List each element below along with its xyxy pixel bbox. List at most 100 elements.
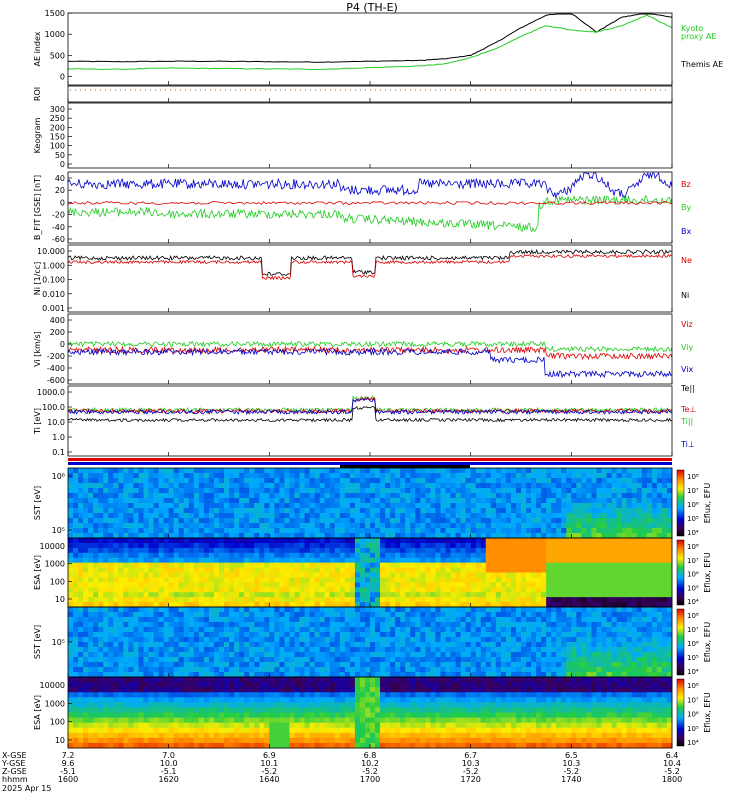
heatmap-cell [229,597,234,602]
heatmap-cell [400,518,405,523]
heatmap-cell [456,642,461,647]
heatmap-cell [501,548,506,553]
heatmap-cell [244,563,249,568]
heatmap-cell [607,662,612,667]
heatmap-cell [501,662,506,667]
heatmap-cell [667,543,672,548]
heatmap-cell [204,627,209,632]
heatmap-cell [164,548,169,553]
heatmap-cell [486,503,491,508]
heatmap-cell [415,607,420,612]
heatmap-cell [486,528,491,533]
heatmap-cell [335,533,340,538]
heatmap-cell [536,573,541,578]
heatmap-cell [440,597,445,602]
heatmap-cell [496,607,501,612]
heatmap-cell [269,493,274,498]
heatmap-cell [305,617,310,622]
heatmap-cell [254,543,259,548]
heatmap-cell [667,587,672,592]
heatmap-cell [546,468,551,473]
heatmap-cell [123,597,128,602]
heatmap-cell [345,637,350,642]
heatmap-cell [440,488,445,493]
heatmap-cell [627,622,632,627]
heatmap-cell [174,592,179,597]
heatmap-cell [622,518,627,523]
heatmap-cell [325,637,330,642]
heatmap-cell [566,538,571,543]
heatmap-cell [184,637,189,642]
heatmap-cell [330,587,335,592]
heatmap-cell [103,563,108,568]
heatmap-cell [325,488,330,493]
heatmap-cell [466,597,471,602]
heatmap-cell [98,642,103,647]
heatmap-cell [602,553,607,558]
heatmap-cell [566,488,571,493]
heatmap-cell [279,518,284,523]
heatmap-cell [93,493,98,498]
heatmap-cell [501,478,506,483]
heatmap-cell [128,563,133,568]
heatmap-cell [456,568,461,573]
heatmap-cell [586,548,591,553]
heatmap-cell [244,652,249,657]
heatmap-cell [581,503,586,508]
heatmap-cell [154,568,159,573]
heatmap-cell [435,657,440,662]
heatmap-cell [300,597,305,602]
heatmap-cell [531,523,536,528]
heatmap-cell [274,568,279,573]
heatmap-cell [269,488,274,493]
heatmap-cell [244,503,249,508]
heatmap-cell [149,607,154,612]
heatmap-cell [410,647,415,652]
heatmap-cell [279,528,284,533]
heatmap-cell [330,523,335,528]
heatmap-cell [566,523,571,528]
heatmap-cell [234,577,239,582]
heatmap-cell [204,573,209,578]
heatmap-cell [128,478,133,483]
heatmap-cell [305,582,310,587]
heatmap-cell [305,607,310,612]
heatmap-cell [169,478,174,483]
heatmap-cell [662,543,667,548]
heatmap-cell [88,652,93,657]
heatmap-cell [335,612,340,617]
heatmap-cell [400,523,405,528]
heatmap-cell [73,493,78,498]
heatmap-cell [496,667,501,672]
heatmap-cell [415,478,420,483]
heatmap-cell [425,473,430,478]
heatmap-cell [466,642,471,647]
heatmap-cell [365,533,370,538]
heatmap-cell [164,617,169,622]
heatmap-cell [602,573,607,578]
heatmap-cell [219,518,224,523]
heatmap-cell [274,587,279,592]
heatmap-cell [461,642,466,647]
heatmap-cell [607,642,612,647]
heatmap-cell [340,553,345,558]
heatmap-cell [209,592,214,597]
heatmap-cell [239,483,244,488]
heatmap-cell [295,647,300,652]
heatmap-cell [284,563,289,568]
heatmap-cell [511,498,516,503]
heatmap-cell [159,607,164,612]
heatmap-cell [516,667,521,672]
heatmap-cell [113,488,118,493]
heatmap-cell [340,597,345,602]
heatmap-cell [274,478,279,483]
heatmap-cell [179,592,184,597]
heatmap-cell [602,503,607,508]
heatmap-cell [481,528,486,533]
heatmap-cell [531,667,536,672]
heatmap-cell [68,478,73,483]
heatmap-cell [531,548,536,553]
heatmap-cell [68,523,73,528]
heatmap-cell [204,637,209,642]
heatmap-cell [83,642,88,647]
